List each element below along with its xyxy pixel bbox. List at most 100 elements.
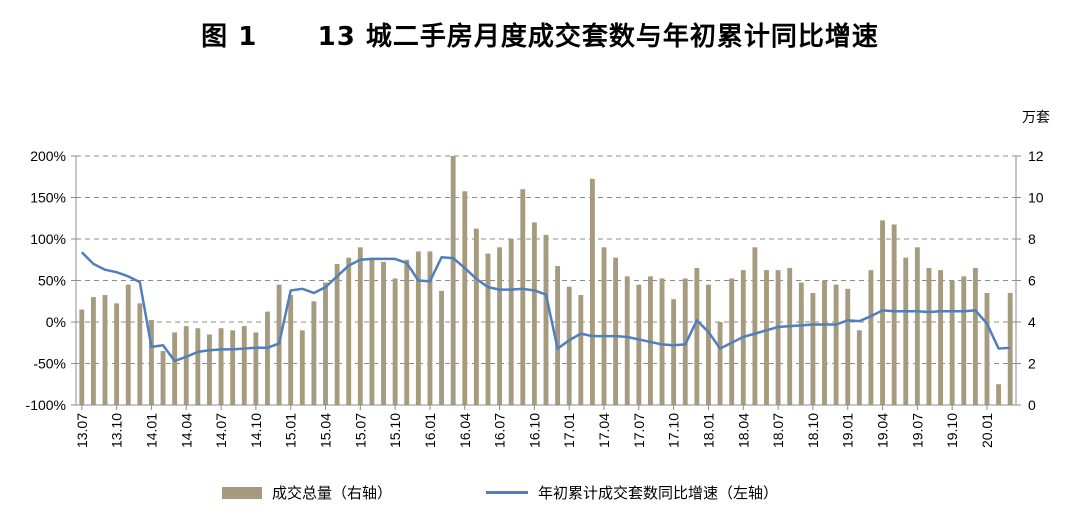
y-left-tick-label: 200% [30,148,66,164]
bar-19.03 [868,270,874,406]
y-right-tick-label: 8 [1028,231,1036,247]
bar-17.09 [659,278,665,405]
y-left-tick-label: -50% [33,356,66,372]
bar-17.06 [624,276,630,405]
bar-17.01 [566,286,572,405]
bar-19.05 [891,224,897,405]
y-left-tick-label: 100% [30,231,66,247]
bar-13.08 [90,297,96,405]
bar-13.07 [79,309,85,405]
x-axis: 13.07 13.10 14.01 14.04 14.07 14.10 15.01 15.04… [74,405,995,448]
x-tick-label: 19.04 [875,413,891,448]
bar-15.04 [323,282,328,405]
y-left-tick-label: 150% [30,190,66,206]
bar-13.09 [102,295,108,405]
bar-19.11 [961,276,967,405]
legend-item-bar: 成交总量（右轴） [222,482,392,503]
bar-16.09 [520,189,526,405]
bar-20.02 [996,384,1002,405]
bar-19.06 [903,257,909,405]
bar-19.02 [856,330,862,405]
legend-item-line: 年初累计成交套数同比增速（左轴） [486,482,778,503]
chart-area: 200% 150% 100% 50% 0% -50% -100% 12 10 8 6 4 2 0 13.… [26,110,1050,448]
bar-15.08 [369,257,375,405]
bar-16.10 [531,222,537,405]
bar-16.01 [427,251,433,405]
x-tick-label: 15.04 [318,413,334,448]
bar-14.10 [253,332,259,406]
y-left-tick-label: 0% [46,314,66,330]
x-tick-label: 14.01 [143,413,159,448]
bar-16.07 [497,247,503,405]
bar-17.10 [671,299,677,405]
x-tick-label: 18.01 [700,413,716,448]
line-series [80,251,1011,363]
bar-14.02 [160,351,166,405]
bar-15.12 [415,251,421,405]
bar-14.11 [265,311,270,406]
growth-line [80,251,1011,363]
bar-15.10 [392,278,398,405]
bar-19.04 [880,220,885,405]
y-right-tick-label: 2 [1028,356,1036,372]
bar-17.02 [578,295,584,405]
x-tick-label: 18.07 [770,413,786,448]
legend: 成交总量（右轴） 年初累计成交套数同比增速（左轴） [0,478,1080,506]
bar-18.11 [822,280,827,405]
x-tick-label: 16.07 [492,413,508,448]
bar-15.06 [346,257,352,405]
bar-19.07 [914,247,920,405]
bar-16.11 [543,234,549,405]
y-right-tick-label: 12 [1028,148,1044,164]
x-tick-label: 14.10 [248,413,264,448]
bar-15.03 [311,301,317,405]
bar-14.03 [172,332,178,406]
y-left-tick-label: 50% [38,273,66,289]
bar-14.04 [183,326,189,405]
right-axis-unit: 万套 [1022,110,1050,126]
x-tick-label: 14.07 [213,413,229,448]
x-tick-label: 19.01 [840,413,856,448]
chart-title: 图 1 13 城二手房月度成交套数与年初累计同比增速 [201,22,879,52]
bar-19.01 [845,288,851,405]
bar-16.06 [485,253,491,405]
bar-16.03 [450,156,456,405]
bar-16.02 [439,290,444,406]
legend-bar-swatch [222,486,262,499]
bar-19.09 [938,270,943,406]
bar-19.10 [949,280,955,405]
bar-17.05 [613,257,619,405]
bar-14.09 [241,326,247,405]
x-tick-label: 13.10 [109,413,125,448]
legend-bar-label: 成交总量（右轴） [272,484,393,502]
x-tick-label: 18.10 [805,413,821,448]
y-right-tick-label: 6 [1028,273,1036,289]
x-tick-label: 19.10 [944,413,960,448]
x-tick-label: 17.07 [631,413,647,448]
bar-14.08 [230,330,236,405]
bar-18.05 [752,247,758,405]
bar-14.07 [218,328,224,405]
bar-16.08 [508,239,514,405]
bar-15.11 [404,259,410,405]
x-tick-label: 13.07 [74,413,90,448]
bar-16.05 [473,228,479,406]
legend-line-label: 年初累计成交套数同比增速（左轴） [538,484,779,502]
bar-13.10 [114,303,120,405]
bar-15.05 [334,263,340,405]
bar-14.01 [149,319,154,405]
bar-20.01 [984,292,990,405]
bar-19.12 [972,268,978,405]
bar-18.08 [787,268,793,405]
bar-13.11 [125,284,131,405]
bar-15.09 [381,261,386,405]
x-tick-label: 14.04 [178,413,194,448]
bar-15.02 [299,330,305,405]
x-tick-label: 17.01 [561,413,577,448]
bar-18.07 [775,270,781,406]
y-right-tick-label: 0 [1028,397,1036,413]
bar-16.04 [462,191,468,405]
x-tick-label: 16.01 [422,413,438,448]
bar-18.02 [717,322,723,405]
y-right-tick-label: 4 [1028,314,1036,330]
